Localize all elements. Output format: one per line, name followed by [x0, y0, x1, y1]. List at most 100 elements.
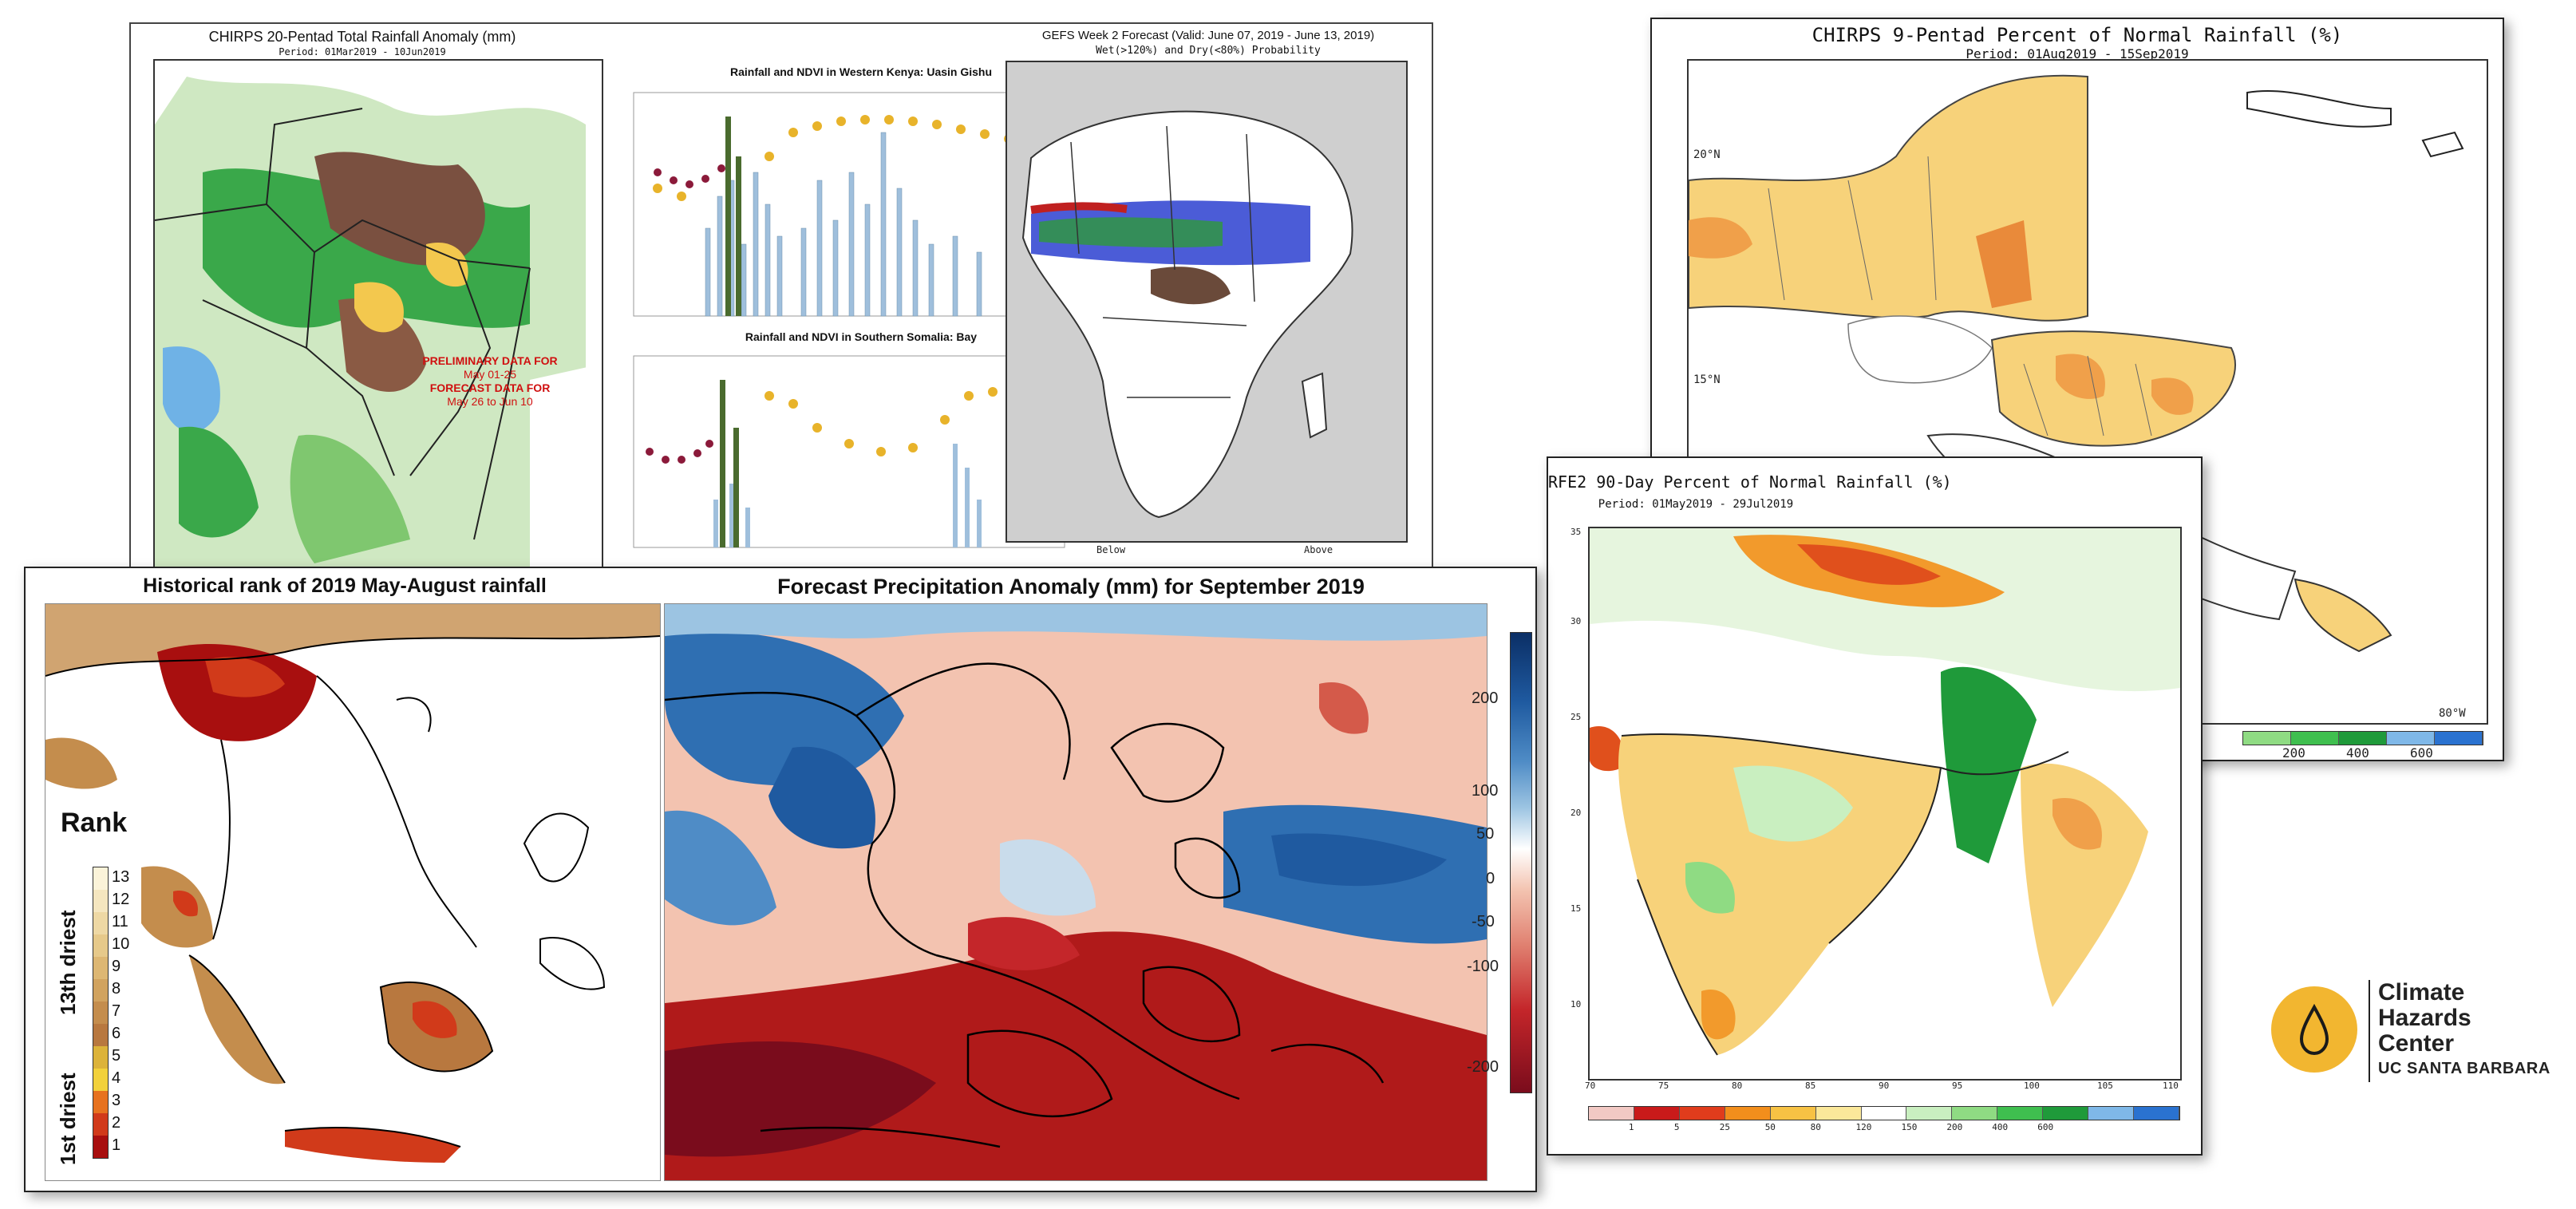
rfe2-colorbar-swatch [1952, 1107, 1998, 1120]
chirps9-colorbar [2242, 731, 2483, 745]
note-line1: PRELIMINARY DATA FOR [422, 354, 558, 367]
rfe2-colorbar-swatch [1906, 1107, 1953, 1120]
rfe2-lon-80: 80 [1732, 1081, 1743, 1091]
forecast-colorbar [1510, 632, 1532, 1093]
rank-colorbar-label: 13 [112, 868, 130, 886]
gefs-africa-map [1006, 61, 1408, 543]
rfe2-colorbar-label: 200 [1946, 1122, 1963, 1132]
rfe2-lat-25: 25 [1570, 712, 1582, 722]
rank-colorbar-swatch [93, 890, 108, 912]
rank-colorbar-label: 11 [112, 913, 128, 930]
rank-colorbar-swatch [93, 979, 108, 1002]
rfe2-colorbar-swatch [1861, 1107, 1907, 1120]
rank-colorbar-swatch [93, 1046, 108, 1069]
rank-colorbar-swatch [93, 1002, 108, 1024]
panel-rfe2: RFE2 90-Day Percent of Normal Rainfall (… [1547, 456, 2203, 1156]
rfe2-colorbar-label: 150 [1901, 1122, 1918, 1132]
rfe2-colorbar-labels: 1 5 25 50 80 120 150 200 400 600 [1588, 1122, 2179, 1138]
forecast-cbar-100: 100 [1472, 782, 1499, 800]
rfe2-lat-20: 20 [1570, 808, 1582, 818]
rfe2-colorbar-swatch [1634, 1107, 1680, 1120]
rfe2-colorbar-label: 5 [1673, 1122, 1680, 1132]
rfe2-period: Period: 01May2019 - 29Jul2019 [1598, 498, 1794, 511]
rank-colorbar-label: 4 [112, 1069, 121, 1087]
chart-uasin-gishu: Rainfall and NDVI in Western Kenya: Uasi… [610, 61, 1112, 332]
gefs-subtitle: Wet(>120%) and Dry(<80%) Probability [1096, 45, 1321, 57]
rank-title: Historical rank of 2019 May-August rainf… [143, 575, 547, 597]
rfe2-colorbar-swatch [1589, 1107, 1634, 1120]
rank-colorbar-label: 9 [112, 958, 121, 975]
logo-line2: Hazards [2378, 1005, 2471, 1031]
chart1-title: Rainfall and NDVI in Western Kenya: Uasi… [729, 65, 993, 78]
rank-colorbar-swatch [93, 1069, 108, 1091]
rfe2-colorbar-swatch [2043, 1107, 2089, 1120]
rank-colorbar-swatch [93, 957, 108, 979]
rank-colorbar-label: 3 [112, 1092, 121, 1109]
rfe2-colorbar [1588, 1106, 2180, 1120]
chirps20-period: Period: 01Mar2019 - 10Jun2019 [279, 46, 446, 57]
rank-colorbar-label: 10 [112, 935, 130, 953]
rfe2-lon-110: 110 [2163, 1081, 2179, 1091]
climate-hazards-center-logo: Climate Hazards Center UC SANTA BARBARA [2271, 980, 2558, 1092]
gefs-above-label: Above [1304, 544, 1333, 555]
rank-colorbar-label: 5 [112, 1047, 121, 1065]
lat-15-label: 15°N [1693, 373, 1721, 386]
rfe2-title: RFE2 90-Day Percent of Normal Rainfall (… [1548, 472, 1952, 492]
rank-colorbar-swatch [93, 1136, 108, 1158]
rfe2-lon-75: 75 [1658, 1081, 1669, 1091]
forecast-cbar-minus200: -200 [1467, 1058, 1499, 1076]
rfe2-lon-70: 70 [1585, 1081, 1596, 1091]
rfe2-colorbar-swatch [2134, 1107, 2179, 1120]
rfe2-lat-15: 15 [1570, 903, 1582, 914]
rfe2-colorbar-label: 120 [1855, 1122, 1872, 1132]
logo-line1: Climate [2378, 979, 2465, 1006]
rfe2-colorbar-swatch [1679, 1107, 1725, 1120]
rank-axis-top: 13th driest [56, 910, 80, 1016]
logo-line4: UC SANTA BARBARA [2378, 1060, 2550, 1077]
rank-colorbar-label: 8 [112, 980, 121, 998]
chirps9-cbar-600: 600 [2410, 745, 2433, 761]
chart1-plot [633, 92, 1065, 317]
rank-axis-bottom: 1st driest [56, 1073, 80, 1165]
forecast-cbar-50: 50 [1476, 825, 1495, 843]
rank-colorbar-label: 2 [112, 1114, 121, 1132]
preliminary-note: PRELIMINARY DATA FOR May 01-25 FORECAST … [418, 354, 562, 409]
rfe2-colorbar-label: 50 [1764, 1122, 1776, 1132]
chart2-title: Rainfall and NDVI in Southern Somalia: B… [745, 330, 978, 343]
rfe2-lat-35b: 35 [1570, 527, 1582, 537]
panel-chirps-20-pentad: CHIRPS 20-Pentad Total Rainfall Anomaly … [129, 22, 1433, 576]
gefs-below-label: Below [1096, 544, 1126, 555]
chart-southern-somalia: Rainfall and NDVI in Southern Somalia: B… [610, 327, 1112, 567]
rfe2-lat-30: 30 [1570, 616, 1582, 626]
rank-colorbar-label: 7 [112, 1002, 121, 1020]
water-drop-icon [2271, 986, 2357, 1073]
rfe2-colorbar-label: 1 [1628, 1122, 1634, 1132]
note-line3: FORECAST DATA FOR [429, 381, 551, 394]
forecast-cbar-0: 0 [1486, 870, 1495, 887]
lon-80-label: 80°W [2439, 707, 2466, 720]
rank-colorbar-labels: 13 12 11 10 9 8 7 6 5 4 3 2 1 [112, 867, 144, 1157]
forecast-cbar-minus100: -100 [1467, 958, 1499, 975]
rfe2-lon-100: 100 [2024, 1081, 2040, 1091]
note-line2: May 01-25 [463, 368, 517, 381]
rank-colorbar-label: 12 [112, 891, 130, 908]
rfe2-colorbar-swatch [1815, 1107, 1862, 1120]
rfe2-colorbar-swatch [1770, 1107, 1816, 1120]
rfe2-colorbar-label: 25 [1719, 1122, 1731, 1132]
rfe2-lon-105: 105 [2097, 1081, 2113, 1091]
rfe2-colorbar-label: 400 [1992, 1122, 2009, 1132]
forecast-cbar-200: 200 [1472, 689, 1499, 707]
panel-southeast-asia: Historical rank of 2019 May-August rainf… [24, 567, 1537, 1192]
rfe2-colorbar-label: 600 [2037, 1122, 2054, 1132]
forecast-title: Forecast Precipitation Anomaly (mm) for … [777, 575, 1365, 599]
chirps9-cbar-200: 200 [2282, 745, 2305, 761]
rank-colorbar-label: 6 [112, 1025, 121, 1042]
rank-colorbar-swatch [93, 1113, 108, 1136]
rfe2-colorbar-swatch [1725, 1107, 1771, 1120]
south-asia-map: 35 [1588, 527, 2182, 1081]
chirps9-cbar-400: 400 [2346, 745, 2369, 761]
logo-line3: Center [2378, 1030, 2455, 1057]
chart2-plot [633, 355, 1065, 548]
rfe2-colorbar-label: 80 [1810, 1122, 1821, 1132]
rank-map [45, 603, 661, 1181]
